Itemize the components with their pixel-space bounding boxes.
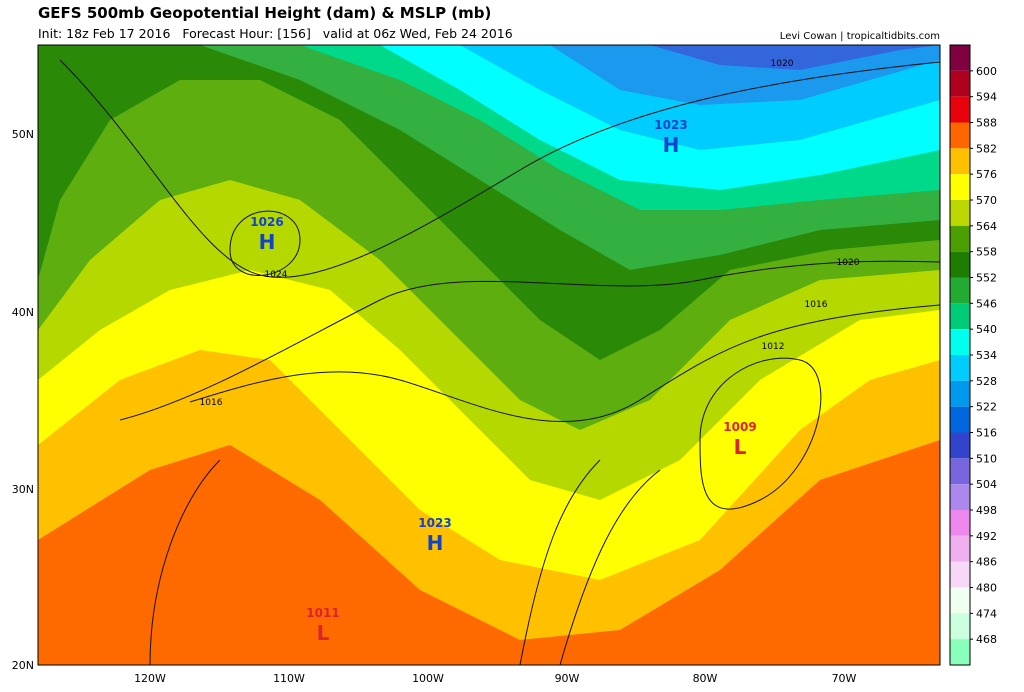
lon-label: 100W (412, 672, 444, 685)
lat-label: 20N (12, 659, 34, 672)
center-value: 1023 (418, 516, 451, 530)
colorbar-swatch (950, 200, 970, 226)
colorbar-label: 552 (976, 272, 997, 285)
colorbar-label: 600 (976, 65, 997, 78)
height-field (38, 45, 941, 666)
colorbar-swatch (950, 380, 970, 407)
colorbar-label: 546 (976, 297, 997, 310)
colorbar-swatch (950, 174, 970, 200)
lat-label: 30N (12, 483, 34, 496)
center-letter: L (317, 621, 330, 645)
isobar-label: 1020 (837, 258, 860, 268)
colorbar-swatch (950, 122, 970, 149)
colorbar-swatch (950, 329, 970, 355)
colorbar-swatch (950, 303, 970, 330)
colorbar-label: 570 (976, 194, 997, 207)
credit: Levi Cowan | tropicaltidbits.com (780, 31, 940, 42)
colorbar-label: 486 (976, 556, 997, 569)
colorbar-swatch (950, 587, 970, 614)
colorbar-swatch (950, 432, 970, 459)
colorbar-label: 510 (976, 452, 997, 465)
lat-label: 40N (12, 306, 34, 319)
subtitle: Init: 18z Feb 17 2016 Forecast Hour: [15… (38, 26, 513, 41)
colorbar-swatch (950, 251, 970, 278)
colorbar-swatch (950, 535, 970, 562)
colorbar-label: 468 (976, 633, 997, 646)
lon-label: 120W (134, 672, 166, 685)
colorbar-label: 588 (976, 117, 997, 130)
isobar-label: 1016 (200, 398, 223, 408)
lon-label: 110W (273, 672, 305, 685)
colorbar-label: 504 (976, 478, 997, 491)
center-value: 1023 (654, 118, 687, 132)
colorbar-swatch (950, 45, 970, 71)
colorbar-swatch (950, 561, 970, 588)
colorbar-label: 558 (976, 246, 997, 259)
colorbar-swatch (950, 613, 970, 640)
title: GEFS 500mb Geopotential Height (dam) & M… (38, 4, 491, 22)
center-letter: H (427, 531, 444, 555)
center-value: 1011 (306, 606, 339, 620)
colorbar-swatch (950, 277, 970, 304)
isobar-label: 1020 (771, 59, 794, 69)
colorbar-swatch (950, 406, 970, 433)
colorbar-label: 522 (976, 401, 997, 414)
colorbar-label: 480 (976, 582, 997, 595)
center-letter: H (259, 230, 276, 254)
isobar-label: 1012 (762, 342, 785, 352)
map-frame (37, 44, 941, 666)
colorbar-swatch (950, 484, 970, 510)
colorbar-swatch (950, 96, 970, 123)
colorbar-label: 498 (976, 504, 997, 517)
center-value: 1026 (250, 215, 283, 229)
isobar-label: 1016 (805, 300, 828, 310)
colorbar-label: 582 (976, 142, 997, 155)
colorbar-swatch (950, 510, 970, 536)
lon-label: 80W (693, 672, 718, 685)
colorbar-label: 576 (976, 168, 997, 181)
colorbar-label: 474 (976, 607, 997, 620)
colorbar-label: 516 (976, 427, 997, 440)
center-letter: L (734, 435, 747, 459)
lon-label: 70W (832, 672, 857, 685)
colorbar-label: 534 (976, 349, 997, 362)
colorbar-swatch (950, 458, 970, 485)
lon-label: 90W (555, 672, 580, 685)
isobar-label: 1024 (265, 270, 288, 280)
colorbar-label: 594 (976, 91, 997, 104)
center-letter: H (663, 133, 680, 157)
colorbar-swatch (950, 639, 970, 665)
center-value: 1009 (723, 420, 756, 434)
lat-label: 50N (12, 128, 34, 141)
colorbar-swatch (950, 70, 970, 97)
colorbar-label: 492 (976, 530, 997, 543)
colorbar-label: 528 (976, 375, 997, 388)
colorbar-swatch (950, 355, 970, 381)
colorbar-swatch (950, 148, 970, 175)
colorbar-label: 540 (976, 323, 997, 336)
colorbar-label: 564 (976, 220, 997, 233)
colorbar-swatch (950, 225, 970, 252)
